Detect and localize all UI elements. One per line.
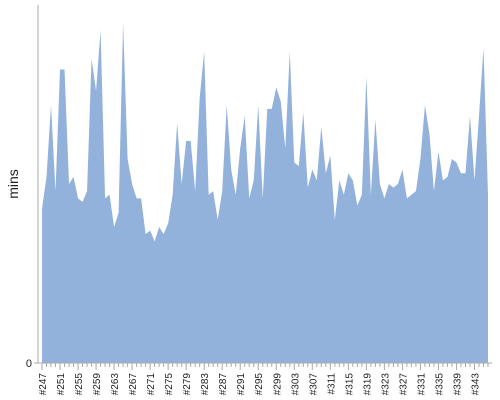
x-tick-label: #259 xyxy=(92,373,103,396)
x-tick-label: #283 xyxy=(200,373,211,396)
x-tick-label: #295 xyxy=(254,373,265,396)
x-tick-label: #287 xyxy=(218,373,229,396)
x-tick-label: #311 xyxy=(326,373,337,395)
x-tick-label: #251 xyxy=(56,373,67,396)
x-tick-label: #291 xyxy=(236,373,247,396)
x-tick-label: #323 xyxy=(380,373,391,396)
x-tick-label: #343 xyxy=(470,373,481,396)
x-tick-label: #331 xyxy=(416,373,427,396)
x-tick-label: #275 xyxy=(164,373,175,396)
x-tick-label: #335 xyxy=(434,373,445,396)
x-tick-label: #267 xyxy=(128,373,139,396)
x-tick-label: #319 xyxy=(362,373,373,396)
x-tick-label: #327 xyxy=(398,373,409,396)
x-tick-label: #247 xyxy=(38,373,49,396)
x-tick-label: #279 xyxy=(182,373,193,396)
x-tick-label: #315 xyxy=(344,373,355,396)
x-tick-label: #307 xyxy=(308,373,319,396)
x-tick-label: #339 xyxy=(452,373,463,396)
x-tick-label: #303 xyxy=(290,373,301,396)
x-tick-label: #255 xyxy=(74,373,85,396)
x-tick-label: #299 xyxy=(272,373,283,396)
y-axis-label: mins xyxy=(5,169,21,199)
x-tick-label: #263 xyxy=(110,373,121,396)
y-tick-label: 0 xyxy=(26,358,32,370)
area xyxy=(42,22,488,364)
x-tick-label: #271 xyxy=(146,373,157,396)
